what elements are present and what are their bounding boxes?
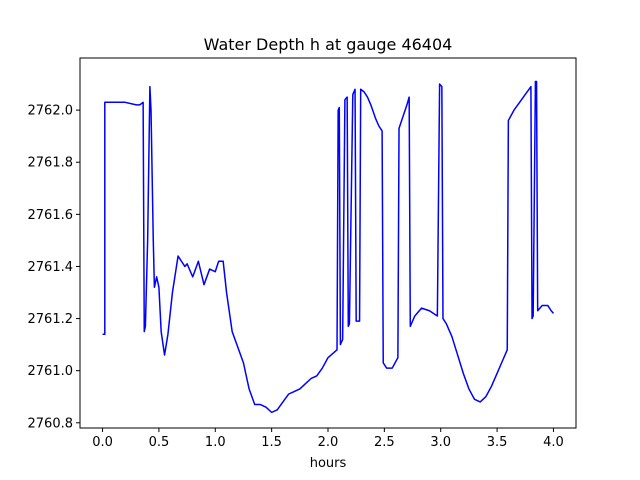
y-tick-label: 2762.0 xyxy=(28,104,74,119)
y-axis: 2760.8 2761.0 2761.2 2761.4 2761.6 2761.8 2762… xyxy=(28,104,80,431)
series-line-0 xyxy=(102,80,555,414)
x-tick-label: 1.5 xyxy=(261,435,282,450)
y-tick-label: 2761.6 xyxy=(28,208,74,223)
x-axis-label: hours xyxy=(310,456,347,471)
x-tick-label: 1.0 xyxy=(205,435,226,450)
x-tick-label: 3.5 xyxy=(487,435,508,450)
x-tick-label: 4.0 xyxy=(543,435,564,450)
plot-area xyxy=(102,80,555,414)
x-axis: 0.0 0.5 1.0 1.5 2.0 2.5 3.0 3.5 4.0 xyxy=(92,428,564,450)
x-tick-label: 2.5 xyxy=(374,435,395,450)
y-tick-label: 2760.8 xyxy=(28,416,74,431)
chart-title: Water Depth h at gauge 46404 xyxy=(204,35,453,54)
y-tick-label: 2761.0 xyxy=(28,364,74,379)
x-tick-label: 0.0 xyxy=(92,435,113,450)
x-tick-label: 3.0 xyxy=(430,435,451,450)
y-tick-label: 2761.8 xyxy=(28,156,74,171)
x-tick-label: 2.0 xyxy=(318,435,339,450)
x-tick-label: 0.5 xyxy=(149,435,170,450)
y-tick-label: 2761.2 xyxy=(28,312,74,327)
y-tick-label: 2761.4 xyxy=(28,260,74,275)
